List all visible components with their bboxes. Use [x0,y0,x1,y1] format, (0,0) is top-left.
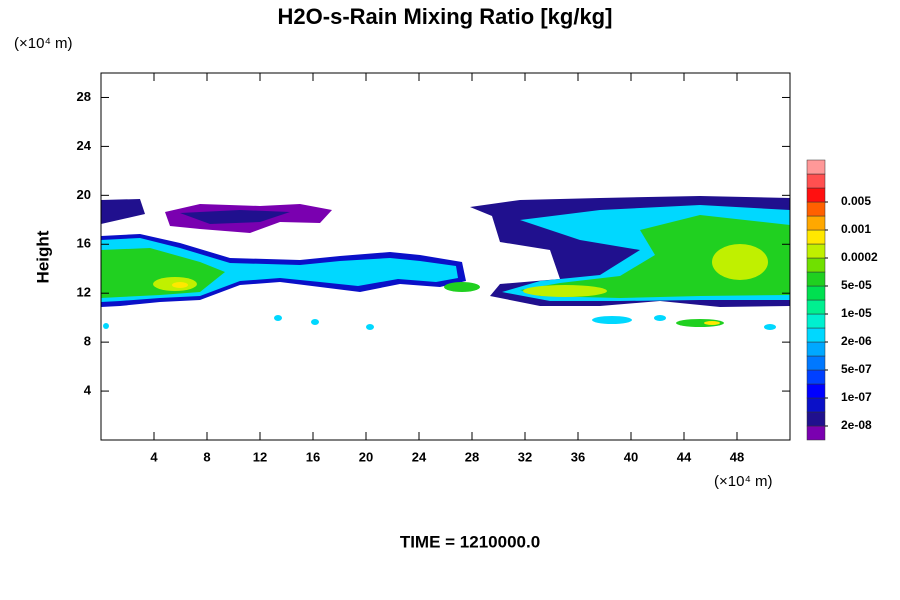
colorbar-swatch [806,383,826,399]
colorbar-label: 2e-06 [841,334,872,348]
colorbar-swatch [806,215,826,231]
x-tick-label: 16 [306,449,320,464]
colorbar-swatch [806,411,826,427]
y-tick-label: 16 [77,236,91,251]
colorbar-swatch [806,285,826,301]
chart-title: H2O-s-Rain Mixing Ratio [kg/kg] [278,4,613,29]
x-unit: (×10⁴ m) [714,473,773,490]
region [704,321,720,325]
colorbar-swatch [806,257,826,273]
x-tick-label: 8 [203,449,210,464]
colorbar-swatch [806,271,826,287]
plot-frame [100,72,791,441]
region [274,315,282,321]
colorbar-swatch [806,313,826,329]
colorbar-swatch [806,173,826,189]
colorbar-label: 0.001 [841,222,871,236]
region [311,319,319,325]
x-tick-label: 24 [412,449,427,464]
region [523,285,607,297]
colorbar-swatch [806,243,826,259]
y-axis-label: Height [33,230,52,283]
footer: TIME = 1210000.0 [400,532,540,551]
x-tick-label: 28 [465,449,479,464]
region [654,315,666,321]
colorbar-label: 2e-08 [841,418,872,432]
y-tick-label: 12 [77,285,91,300]
colorbar-swatch [806,425,826,441]
colorbar-label: 1e-05 [841,306,872,320]
region [101,199,145,224]
colorbar-label: 0.0002 [841,250,878,264]
region [712,244,768,280]
region [366,324,374,330]
y-unit: (×10⁴ m) [14,35,73,52]
colorbar-swatch [806,187,826,203]
x-tick-label: 4 [150,449,158,464]
colorbar-swatch [806,369,826,385]
colorbar-label: 5e-07 [841,362,872,376]
colorbar-swatch [806,355,826,371]
y-tick-label: 28 [77,89,91,104]
region [172,282,188,288]
x-tick-label: 44 [677,449,692,464]
region [444,282,480,292]
y-tick-label: 8 [84,334,91,349]
field [101,196,790,330]
x-tick-label: 32 [518,449,532,464]
colorbar-swatch [806,327,826,343]
x-tick-label: 48 [730,449,744,464]
colorbar-label: 1e-07 [841,390,872,404]
region [103,323,109,329]
region [764,324,776,330]
y-tick-label: 20 [77,187,91,202]
y-tick-label: 4 [84,383,92,398]
region [520,215,790,298]
colorbar-swatch [806,201,826,217]
colorbar-label: 5e-05 [841,278,872,292]
x-tick-label: 12 [253,449,267,464]
colorbar-swatch [806,299,826,315]
colorbar-swatch [806,397,826,413]
x-tick-label: 36 [571,449,585,464]
region [592,316,632,324]
x-tick-label: 40 [624,449,638,464]
colorbar-label: 0.005 [841,194,871,208]
y-tick-label: 24 [77,138,92,153]
colorbar-swatch [806,341,826,357]
region [180,210,290,224]
colorbar-swatch [806,159,826,175]
x-tick-label: 20 [359,449,373,464]
colorbar-swatch [806,229,826,245]
